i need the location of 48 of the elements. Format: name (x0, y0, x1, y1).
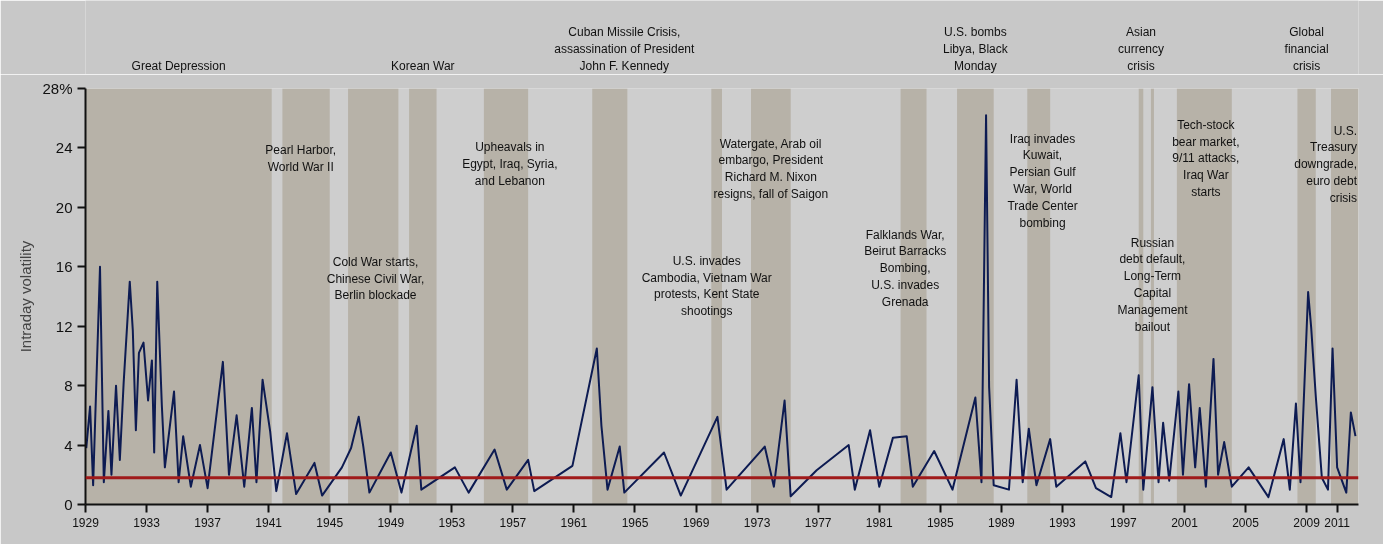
annotation: Tech-stock bear market, 9/11 attacks, Iraq War starts (1172, 117, 1240, 199)
x-tick-label: 1937 (194, 515, 222, 530)
band-label: Global financial crisis (1284, 25, 1329, 74)
x-tick-label: 1941 (255, 515, 283, 530)
y-tick-label: 8 (64, 377, 73, 395)
y-tick-label: 28% (42, 80, 73, 97)
x-tick-label: 1933 (133, 515, 161, 530)
annotation: U.S. invades Cambodia, Vietnam War protests, Kent State shootings (641, 253, 772, 319)
annotation: Upheavals in Egypt, Iraq, Syria, and Lebanon (462, 140, 558, 189)
annotation: Pearl Harbor, World War II (265, 142, 337, 174)
annotation: Cold War starts, Chinese Civil War, Berlin blockade (326, 254, 425, 303)
x-tick-label: 1961 (560, 515, 588, 530)
x-tick-label: 1949 (377, 515, 405, 530)
x-tick-label: 1945 (316, 515, 344, 530)
band-label: U.S. bombs Libya, Black Monday (943, 25, 1009, 74)
x-tick-label: 1929 (72, 515, 100, 530)
y-axis-title: Intraday volatility (17, 240, 35, 353)
y-tick-label: 4 (64, 436, 73, 454)
x-tick-label: 1969 (682, 515, 710, 530)
band-label: Great Depression (131, 59, 226, 74)
x-tick-label: 2001 (1171, 515, 1199, 530)
x-tick-label: 1997 (1110, 515, 1138, 530)
x-tick-label: 1957 (499, 515, 527, 530)
band-label: Asian currency crisis (1117, 25, 1164, 74)
x-tick-label: 1989 (987, 515, 1015, 530)
line-series (85, 114, 1357, 499)
annotation: U.S. Treasury downgrade, euro debt crisis (1294, 123, 1358, 205)
x-tick-label: 1993 (1049, 515, 1077, 530)
x-tick-label: 1953 (438, 515, 466, 530)
x-tick-label: 1973 (743, 515, 771, 530)
x-tick-label: 1977 (804, 515, 832, 530)
x-tick-label: 1965 (621, 515, 649, 530)
annotation: Watergate, Arab oil embargo, President Richard M. Nixon resigns, fall of Saigon (713, 136, 829, 201)
x-tick-label: 1981 (865, 515, 893, 530)
x-tick-label: 2005 (1232, 515, 1260, 530)
x-tick-label: 1985 (926, 515, 954, 530)
y-tick-label: 16 (55, 258, 73, 276)
text: Cuban Missile Crisis, assassination of President John F. Kennedy (554, 25, 696, 74)
y-tick-label: 0 (64, 496, 73, 513)
x-tick-label: 2009 (1293, 515, 1321, 530)
annotation: Russian debt default, Long-Term Capital Management bailout (1117, 235, 1189, 334)
y-tick-label: 24 (55, 139, 73, 157)
annotation: Iraq invades Kuwait, Persian Gulf War, World Trade Center bombing (1007, 131, 1078, 230)
y-tick-label: 12 (55, 317, 73, 335)
y-tick-label: 20 (55, 198, 73, 216)
annotation: Falklands War, Beirut Barracks Bombing, U.S. invades Grenada (864, 227, 947, 309)
band-label: Korean War (391, 59, 455, 74)
x-tick-label: 2011 (1324, 515, 1351, 530)
